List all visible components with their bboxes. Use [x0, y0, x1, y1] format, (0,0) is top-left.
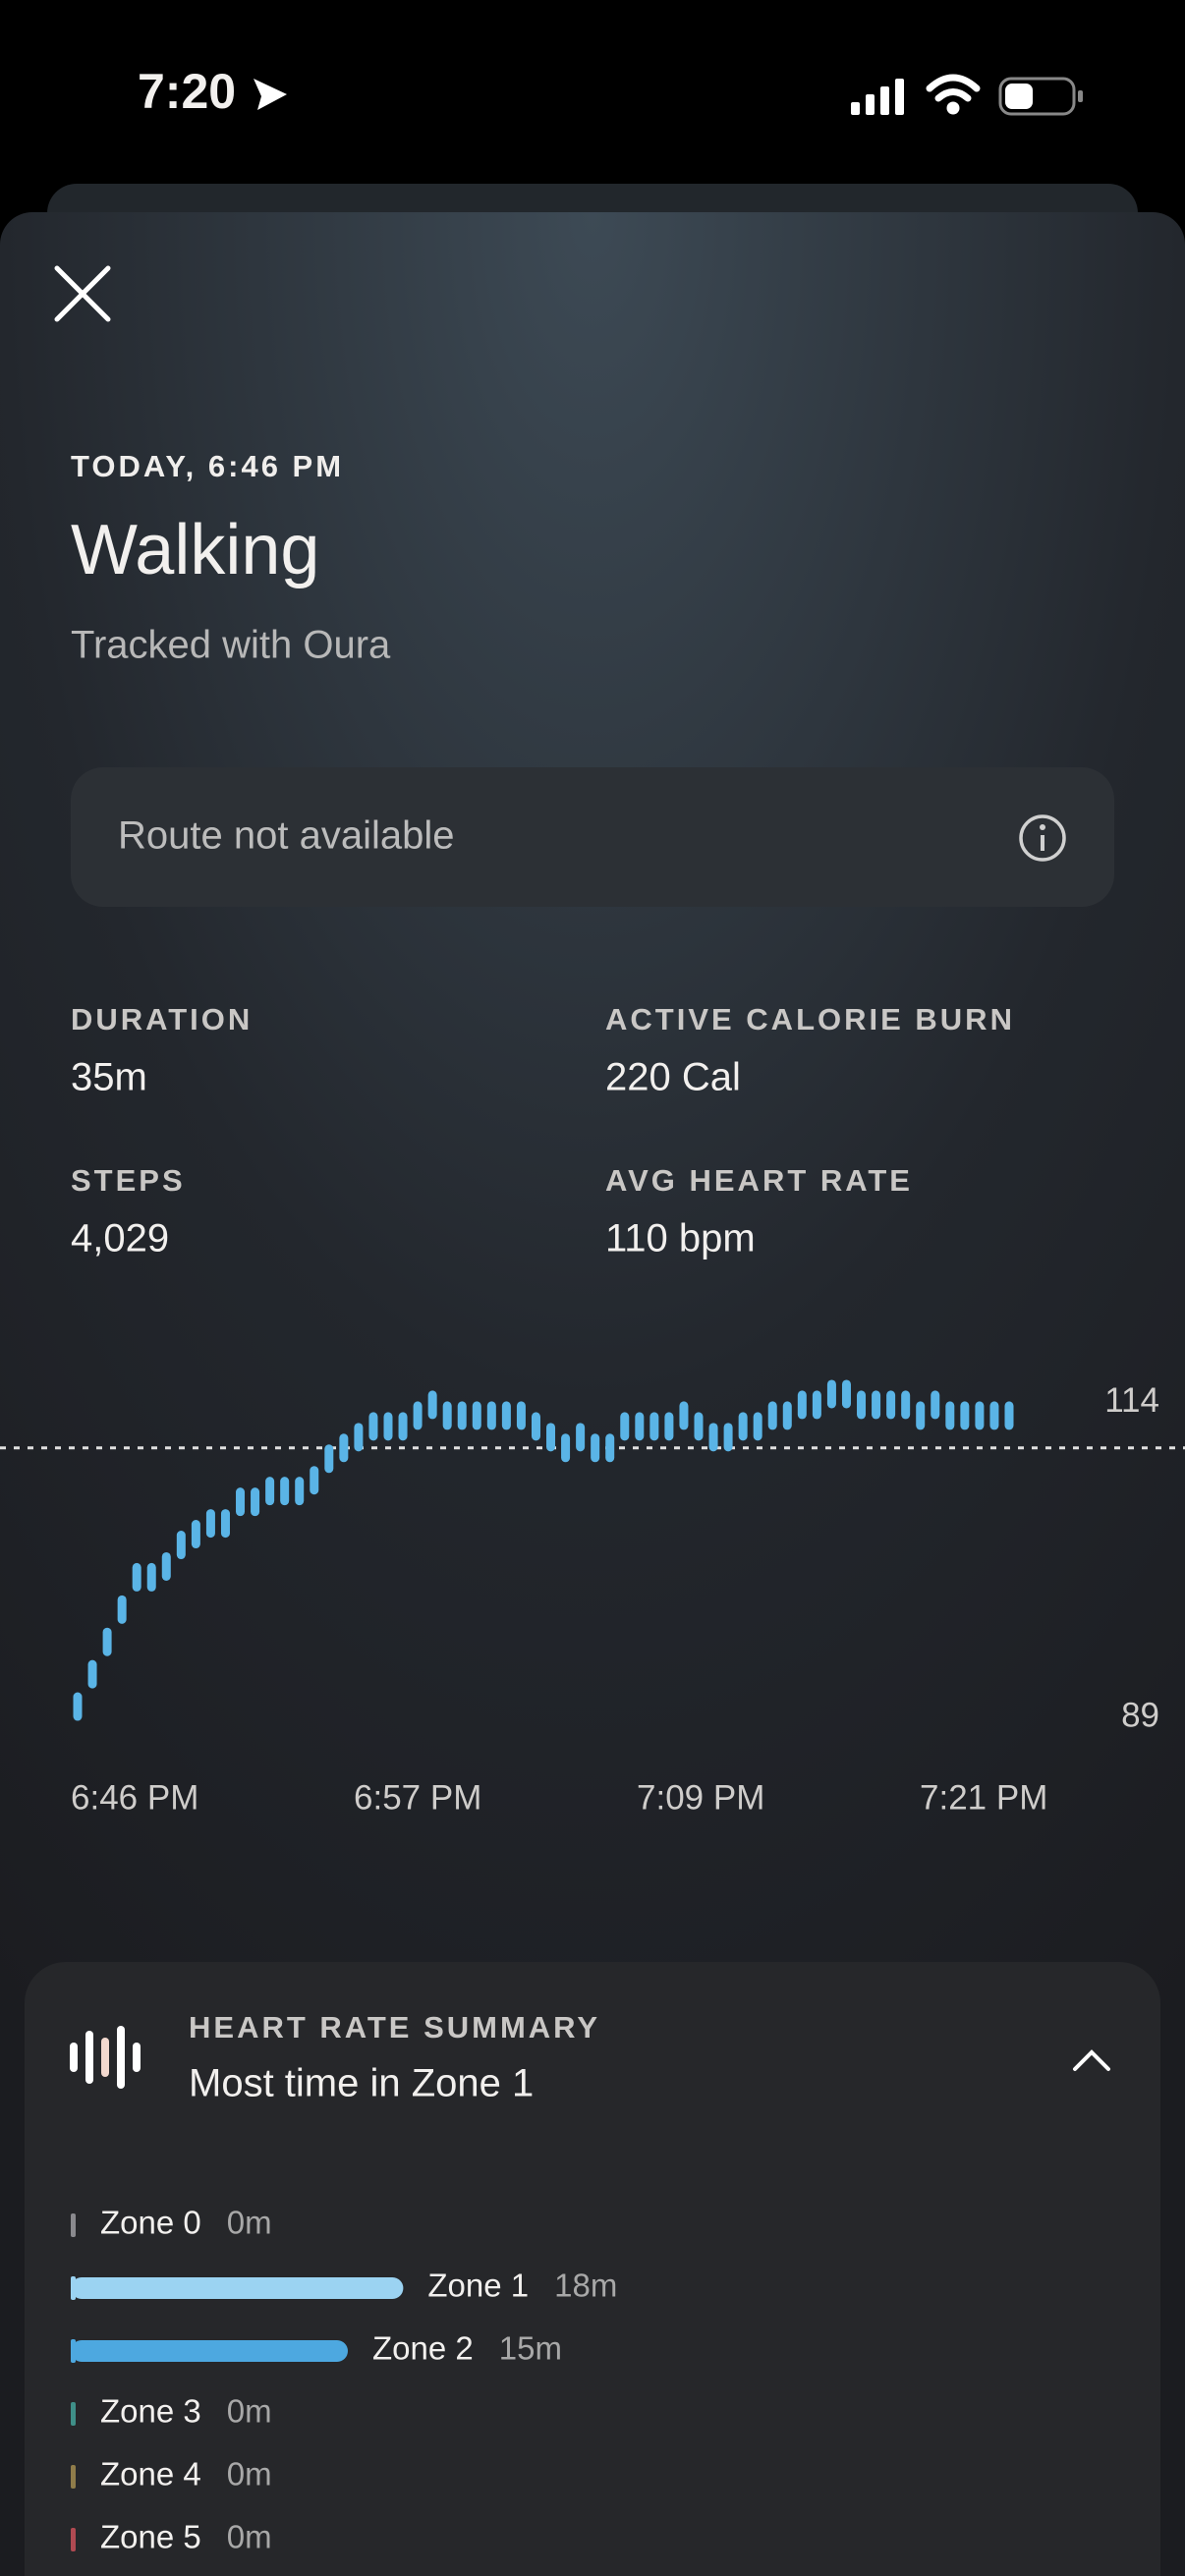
stat-value: 35m	[71, 1056, 147, 1099]
zone-time: 0m	[227, 2393, 272, 2430]
zone-name: Zone 2	[372, 2330, 474, 2367]
summary-card	[25, 1962, 1160, 2576]
zone-name: Zone 5	[100, 2519, 201, 2555]
zone-time: 15m	[499, 2330, 562, 2367]
battery-icon	[998, 77, 1076, 116]
zone-time: 0m	[227, 2205, 272, 2241]
battery-tip	[1078, 90, 1083, 102]
zone-tick	[71, 2213, 76, 2237]
zone-bar	[71, 2340, 348, 2362]
stat-value: 110 bpm	[605, 1217, 756, 1260]
title: Walking	[71, 511, 319, 589]
x-tick-label: 6:46 PM	[71, 1778, 198, 1817]
zone-time: 0m	[227, 2456, 272, 2492]
zone-name: Zone 0	[100, 2205, 201, 2241]
stat-label: AVG HEART RATE	[605, 1163, 913, 1198]
zone-time: 0m	[227, 2519, 272, 2555]
stat-label: STEPS	[71, 1163, 186, 1198]
stat-value: 4,029	[71, 1217, 169, 1260]
signal-icon	[851, 79, 904, 115]
zone-name: Zone 4	[100, 2456, 201, 2492]
close-button[interactable]	[54, 265, 111, 322]
zone-tick	[71, 2402, 76, 2426]
heart-rate-icon	[70, 2026, 141, 2089]
zone-time: 18m	[554, 2268, 617, 2304]
zone-name: Zone 1	[427, 2268, 529, 2304]
zone-tick	[71, 2465, 76, 2489]
y-tick-label: 114	[1104, 1381, 1159, 1420]
battery-level	[1005, 84, 1033, 109]
location-icon	[254, 79, 287, 110]
status-time: 7:20	[138, 64, 236, 119]
zone-bar	[71, 2277, 404, 2299]
collapse-button[interactable]	[1073, 2049, 1110, 2071]
wifi-icon	[926, 74, 981, 115]
zone-tick	[71, 2528, 76, 2551]
info-button[interactable]	[1019, 814, 1066, 862]
x-tick-label: 7:21 PM	[920, 1778, 1047, 1817]
y-tick-label: 89	[1121, 1696, 1159, 1734]
stat-value: 220 Cal	[605, 1056, 741, 1099]
zone-name: Zone 3	[100, 2393, 201, 2430]
summary-text: Most time in Zone 1	[189, 2062, 534, 2105]
stat-label: DURATION	[71, 1002, 253, 1036]
subtitle: Tracked with Oura	[71, 624, 391, 667]
date: TODAY, 6:46 PM	[71, 449, 344, 483]
x-tick-label: 6:57 PM	[354, 1778, 481, 1817]
route-box	[71, 767, 1114, 907]
summary-heading: HEART RATE SUMMARY	[189, 2010, 600, 2044]
x-tick-label: 7:09 PM	[637, 1778, 764, 1817]
route-text: Route not available	[118, 814, 454, 858]
stat-label: ACTIVE CALORIE BURN	[605, 1002, 1015, 1036]
